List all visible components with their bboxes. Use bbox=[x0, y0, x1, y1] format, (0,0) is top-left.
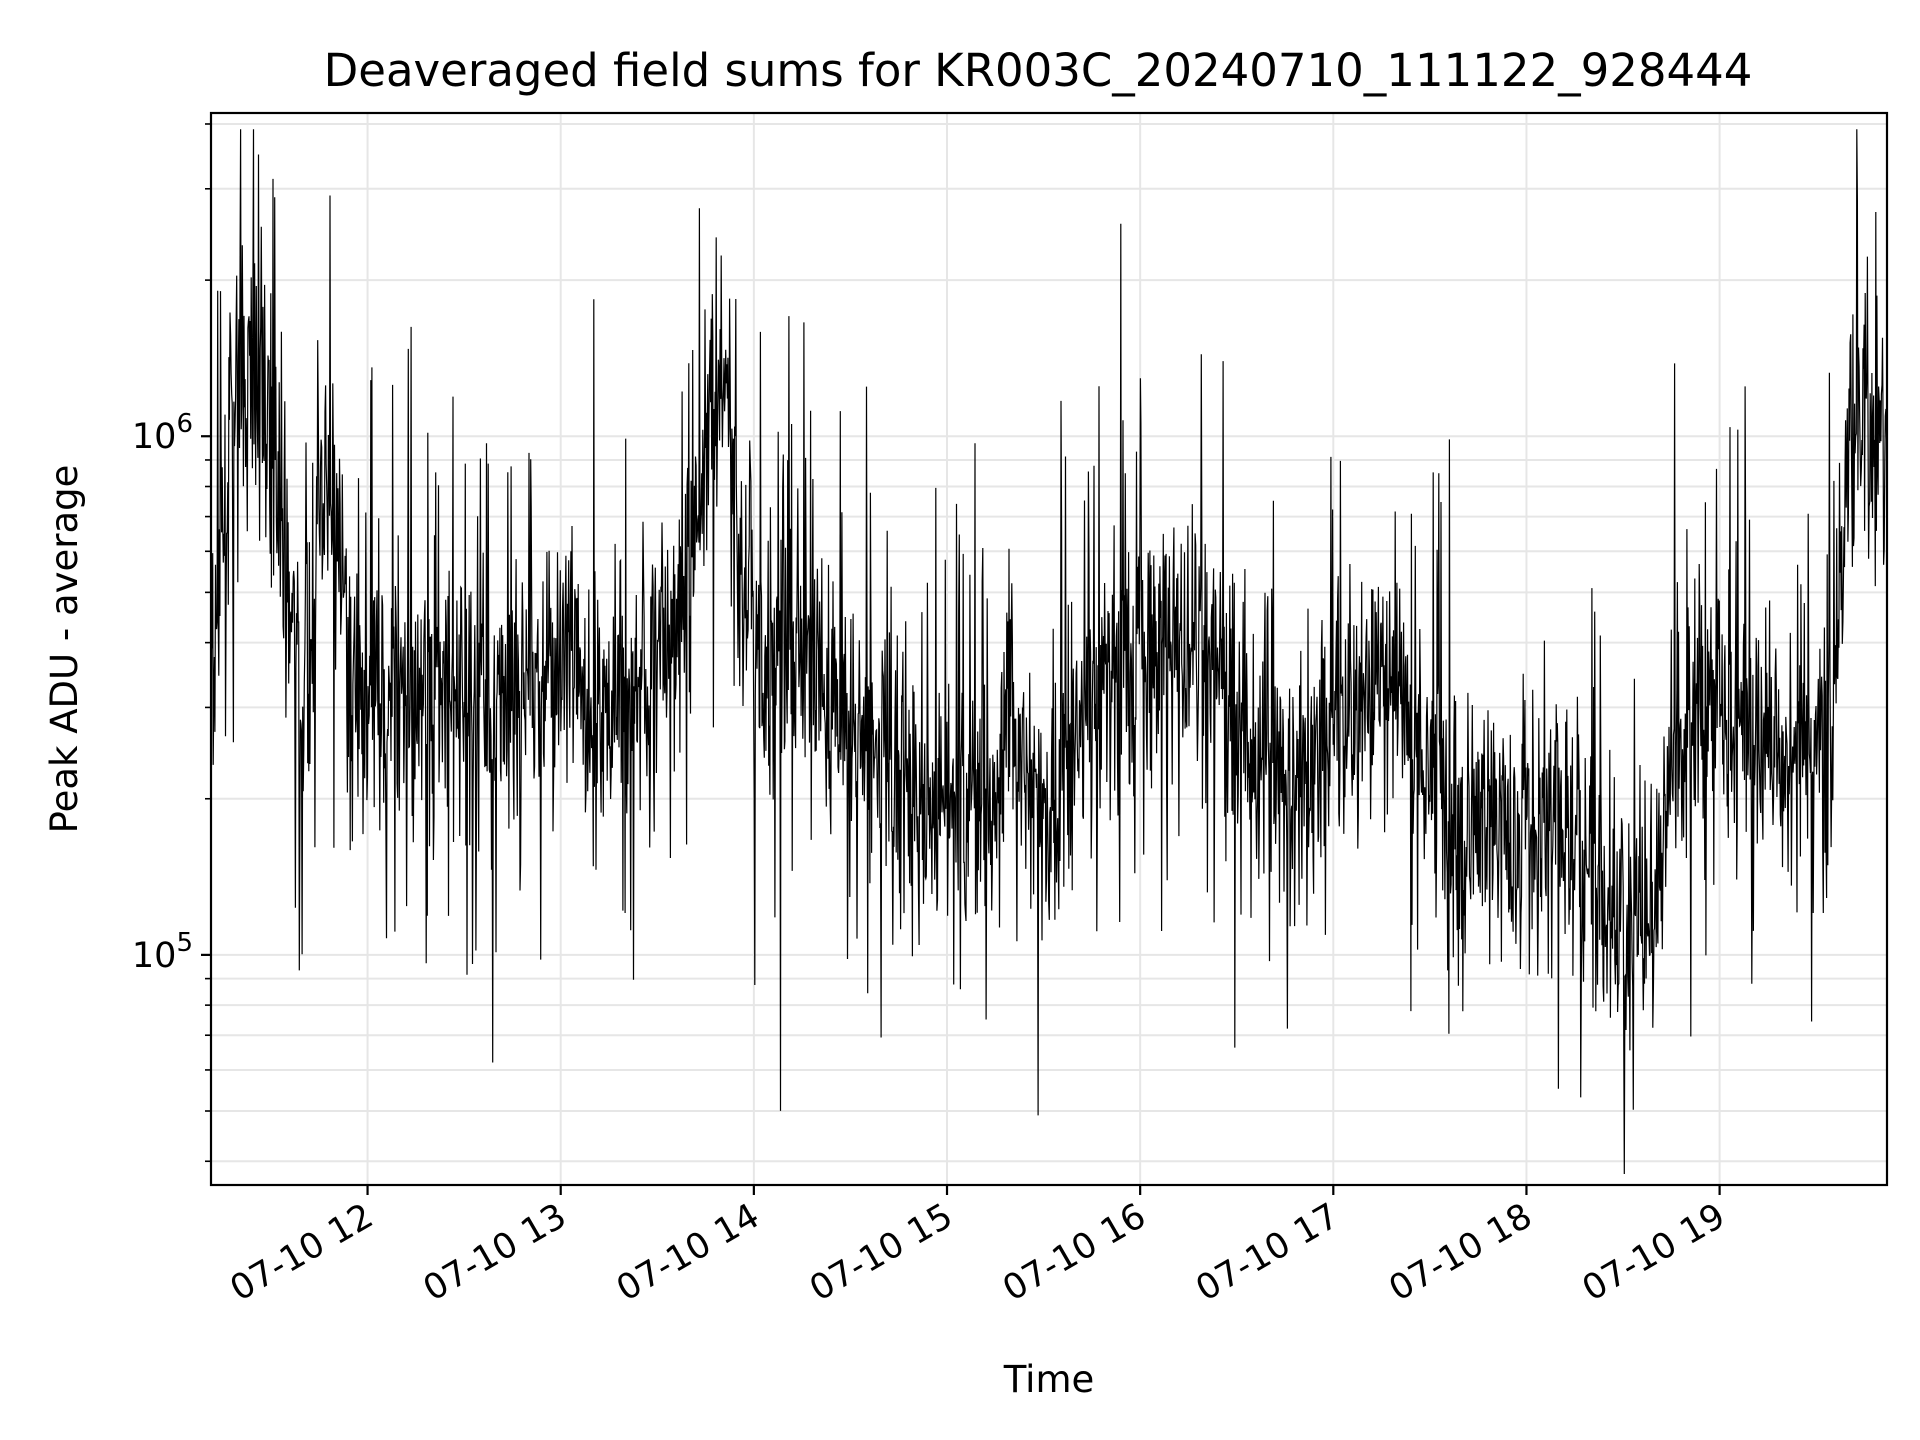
x-tick-label: 07-10 17 bbox=[1190, 1196, 1346, 1309]
x-tick-label: 07-10 14 bbox=[610, 1196, 766, 1309]
x-tick-label: 07-10 18 bbox=[1383, 1196, 1539, 1309]
chart-title: Deaveraged field sums for KR003C_2024071… bbox=[324, 44, 1753, 97]
x-tick-label: 07-10 16 bbox=[996, 1196, 1152, 1309]
plot-frame bbox=[209, 111, 1889, 1187]
x-tick-label: 07-10 13 bbox=[417, 1196, 573, 1309]
series-line bbox=[210, 129, 1888, 1175]
x-axis: 07-10 12 07-10 13 07-10 14 07-10 15 07-10 16… bbox=[224, 1185, 1732, 1309]
series-line-path bbox=[210, 129, 1888, 1175]
x-tick-label: 07-10 12 bbox=[224, 1196, 380, 1309]
x-tick-label: 07-10 15 bbox=[803, 1196, 959, 1309]
y-tick-label: 106 bbox=[132, 409, 193, 457]
y-axis-label: Peak ADU - average bbox=[43, 465, 86, 834]
x-tick-label: 07-10 19 bbox=[1576, 1196, 1732, 1309]
y-tick-label: 105 bbox=[132, 928, 193, 976]
y-axis: 105 106 bbox=[132, 123, 211, 1163]
x-axis-label: Time bbox=[1003, 1358, 1095, 1401]
